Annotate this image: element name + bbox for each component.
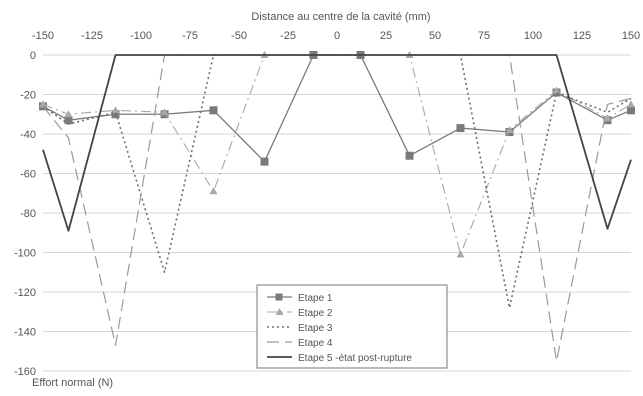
x-tick-label: -125 [81,30,103,42]
data-point [209,106,218,115]
data-point [627,100,635,108]
y-tick-label: -60 [20,169,36,181]
y-tick-label: -20 [20,90,36,102]
legend: Etape 1 Etape 2 Etape 3 Etape 4 Etape 5 -éta… [256,284,448,369]
data-point [456,124,465,133]
legend-label: Etape 1 [298,293,333,304]
data-point [64,110,73,118]
x-tick-label: 25 [380,30,392,42]
y-tick-label: 0 [30,50,36,62]
y-tick-label: -80 [20,208,36,220]
y-tick-label: -40 [20,129,36,141]
legend-marker [275,308,284,315]
x-tick-label: 50 [429,30,441,42]
data-point [603,114,612,122]
gridlines [43,54,631,372]
legend-label: Etape 2 [298,308,333,319]
x-tick-label: -100 [130,30,152,42]
x-axis-title: Distance au centre de la cavité (mm) [251,11,430,23]
legend-label: Etape 4 [298,338,333,349]
data-point [405,151,414,160]
data-point [64,116,73,125]
x-tick-label: -25 [280,30,296,42]
x-tick-label: 100 [524,30,542,42]
x-tick-label: 125 [573,30,591,42]
series-line-3 [42,54,632,309]
x-tick-labels: -150 -125 -100 -75 -50 -25 0 25 50 75 100 125 150 [32,30,640,42]
y-tick-label: -140 [14,327,36,339]
data-point [552,86,561,94]
x-tick-label: 0 [334,30,340,42]
data-point [456,250,465,258]
y-axis-title: Effort normal (N) [32,377,113,389]
x-tick-label: -150 [32,30,54,42]
x-tick-label: -50 [231,30,247,42]
data-point [260,157,269,166]
legend-marker [275,293,283,301]
data-point [209,187,218,195]
y-tick-label: -100 [14,248,36,260]
data-point [111,106,120,114]
y-tick-label: -160 [14,366,36,378]
legend-label: Etape 3 [298,323,333,334]
data-point [505,126,514,134]
y-tick-label: -120 [14,287,36,299]
x-tick-label: -75 [182,30,198,42]
x-tick-label: 150 [622,30,640,42]
y-tick-labels: 0 -20 -40 -60 -80 -100 -120 -140 -160 [14,50,36,378]
data-point [160,108,169,116]
legend-label: Etape 5 -état post-rupture [298,353,412,364]
data-point [39,100,47,108]
series-line-5 [42,54,632,232]
data-point [627,106,635,115]
series-line-1 [42,54,632,163]
series-lines [39,51,635,362]
x-tick-label: 75 [478,30,490,42]
